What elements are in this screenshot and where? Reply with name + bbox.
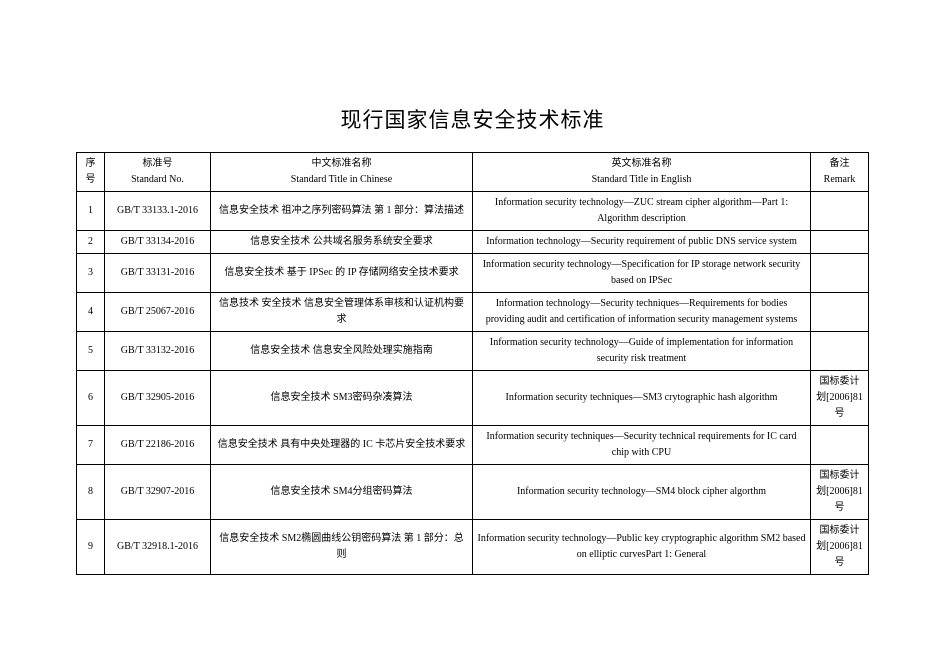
col-header-std-no: 标准号 Standard No. [105, 153, 211, 192]
cell-en-title: Information security technology—Public k… [473, 520, 811, 575]
table-row: 2 GB/T 33134-2016 信息安全技术 公共域名服务系统安全要求 In… [77, 231, 869, 254]
cell-remark [811, 254, 869, 293]
cell-std-no: GB/T 32905-2016 [105, 371, 211, 426]
cell-en-title: Information security technology—Specific… [473, 254, 811, 293]
cell-seq: 4 [77, 293, 105, 332]
cell-cn-title: 信息安全技术 具有中央处理器的 IC 卡芯片安全技术要求 [211, 426, 473, 465]
col-header-seq-line1: 序号 [81, 156, 100, 188]
col-header-en-title: 英文标准名称 Standard Title in English [473, 153, 811, 192]
cell-remark [811, 293, 869, 332]
cell-seq: 8 [77, 465, 105, 520]
cell-cn-title: 信息安全技术 公共域名服务系统安全要求 [211, 231, 473, 254]
cell-std-no: GB/T 33131-2016 [105, 254, 211, 293]
cell-seq: 7 [77, 426, 105, 465]
col-header-cn-title: 中文标准名称 Standard Title in Chinese [211, 153, 473, 192]
standards-table: 序号 标准号 Standard No. 中文标准名称 Standard Titl… [76, 152, 869, 575]
cell-cn-title: 信息技术 安全技术 信息安全管理体系审核和认证机构要求 [211, 293, 473, 332]
cell-std-no: GB/T 32907-2016 [105, 465, 211, 520]
table-header-row: 序号 标准号 Standard No. 中文标准名称 Standard Titl… [77, 153, 869, 192]
col-header-en-title-line2: Standard Title in English [477, 172, 806, 188]
col-header-std-no-line2: Standard No. [109, 172, 206, 188]
cell-remark [811, 192, 869, 231]
cell-cn-title: 信息安全技术 SM4分组密码算法 [211, 465, 473, 520]
cell-std-no: GB/T 25067-2016 [105, 293, 211, 332]
col-header-remark: 备注 Remark [811, 153, 869, 192]
cell-cn-title: 信息安全技术 祖冲之序列密码算法 第 1 部分：算法描述 [211, 192, 473, 231]
cell-remark: 国标委计划[2006]81 号 [811, 465, 869, 520]
cell-std-no: GB/T 32918.1-2016 [105, 520, 211, 575]
cell-cn-title: 信息安全技术 SM2椭圆曲线公钥密码算法 第 1 部分：总则 [211, 520, 473, 575]
cell-cn-title: 信息安全技术 信息安全风险处理实施指南 [211, 332, 473, 371]
table-row: 4 GB/T 25067-2016 信息技术 安全技术 信息安全管理体系审核和认… [77, 293, 869, 332]
cell-en-title: Information security techniques—SM3 cryt… [473, 371, 811, 426]
col-header-cn-title-line2: Standard Title in Chinese [215, 172, 468, 188]
table-row: 3 GB/T 33131-2016 信息安全技术 基于 IPSec 的 IP 存… [77, 254, 869, 293]
cell-remark: 国标委计划[2006]81 号 [811, 371, 869, 426]
table-body: 1 GB/T 33133.1-2016 信息安全技术 祖冲之序列密码算法 第 1… [77, 192, 869, 575]
col-header-seq: 序号 [77, 153, 105, 192]
cell-remark: 国标委计划[2006]81 号 [811, 520, 869, 575]
cell-cn-title: 信息安全技术 基于 IPSec 的 IP 存储网络安全技术要求 [211, 254, 473, 293]
cell-remark [811, 332, 869, 371]
cell-std-no: GB/T 33134-2016 [105, 231, 211, 254]
col-header-en-title-line1: 英文标准名称 [477, 156, 806, 172]
cell-std-no: GB/T 33132-2016 [105, 332, 211, 371]
cell-en-title: Information security technology—SM4 bloc… [473, 465, 811, 520]
cell-en-title: Information security techniques—Security… [473, 426, 811, 465]
col-header-std-no-line1: 标准号 [109, 156, 206, 172]
page-title: 现行国家信息安全技术标准 [0, 0, 945, 152]
cell-seq: 2 [77, 231, 105, 254]
cell-cn-title: 信息安全技术 SM3密码杂凑算法 [211, 371, 473, 426]
cell-seq: 6 [77, 371, 105, 426]
table-row: 5 GB/T 33132-2016 信息安全技术 信息安全风险处理实施指南 In… [77, 332, 869, 371]
cell-seq: 1 [77, 192, 105, 231]
col-header-remark-line1: 备注 [815, 156, 864, 172]
cell-en-title: Information security technology—ZUC stre… [473, 192, 811, 231]
table-row: 7 GB/T 22186-2016 信息安全技术 具有中央处理器的 IC 卡芯片… [77, 426, 869, 465]
cell-en-title: Information technology—Security requirem… [473, 231, 811, 254]
cell-remark [811, 231, 869, 254]
cell-seq: 9 [77, 520, 105, 575]
col-header-cn-title-line1: 中文标准名称 [215, 156, 468, 172]
cell-en-title: Information security technology—Guide of… [473, 332, 811, 371]
col-header-remark-line2: Remark [815, 172, 864, 188]
cell-seq: 3 [77, 254, 105, 293]
table-row: 1 GB/T 33133.1-2016 信息安全技术 祖冲之序列密码算法 第 1… [77, 192, 869, 231]
table-row: 6 GB/T 32905-2016 信息安全技术 SM3密码杂凑算法 Infor… [77, 371, 869, 426]
cell-seq: 5 [77, 332, 105, 371]
table-row: 8 GB/T 32907-2016 信息安全技术 SM4分组密码算法 Infor… [77, 465, 869, 520]
cell-en-title: Information technology—Security techniqu… [473, 293, 811, 332]
table-row: 9 GB/T 32918.1-2016 信息安全技术 SM2椭圆曲线公钥密码算法… [77, 520, 869, 575]
cell-remark [811, 426, 869, 465]
cell-std-no: GB/T 22186-2016 [105, 426, 211, 465]
cell-std-no: GB/T 33133.1-2016 [105, 192, 211, 231]
